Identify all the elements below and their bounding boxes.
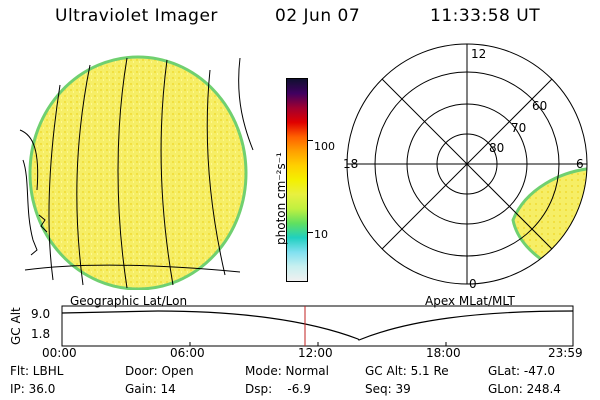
mlat-label-80: 80 — [489, 141, 504, 155]
timeline-tick-2359: 23:59 — [548, 346, 583, 360]
colorbar-tick-10: 10 — [314, 228, 328, 241]
app-title: Ultraviolet Imager — [55, 6, 218, 26]
status-flt: Flt: LBHL — [10, 364, 64, 378]
mlat-label-60: 60 — [532, 99, 547, 113]
aurora-region — [511, 166, 587, 283]
mlt-label-18: 18 — [343, 157, 358, 171]
status-gain: Gain: 14 — [125, 382, 176, 396]
earth-disk — [28, 55, 248, 290]
altitude-timeline — [61, 305, 574, 347]
status-ip: IP: 36.0 — [10, 382, 56, 396]
date-label: 02 Jun 07 — [275, 6, 361, 26]
timeline-y-max: 9.0 — [31, 307, 51, 321]
timeline-axis-label: GC Alt — [9, 307, 23, 345]
polar-grid — [346, 43, 588, 285]
colorbar-tick-100: 100 — [314, 140, 335, 153]
colorbar-tick-10-mark — [307, 232, 313, 233]
colorbar-unit-label: photon cm⁻²s⁻¹ — [274, 152, 288, 245]
colorbar — [286, 78, 308, 282]
left-panel-label: Geographic Lat/Lon — [70, 294, 188, 308]
mlat-label-70: 70 — [511, 121, 526, 135]
mlt-label-12: 12 — [471, 47, 486, 61]
status-seq: Seq: 39 — [365, 382, 411, 396]
polar-plot: 12 6 0 18 60 70 80 — [343, 43, 588, 291]
timeline-tick-0600: 06:00 — [170, 346, 205, 360]
status-mode: Mode: Normal — [245, 364, 329, 378]
status-glon: GLon: 248.4 — [488, 382, 561, 396]
status-door: Door: Open — [125, 364, 194, 378]
status-dsp: Dsp: -6.9 — [245, 382, 311, 396]
mlt-label-0: 0 — [469, 277, 477, 291]
altitude-curve — [61, 310, 574, 341]
timeline-tick-1200: 12:00 — [298, 346, 333, 360]
timeline-y-min: 1.8 — [31, 327, 51, 341]
timeline-tick-0000: 00:00 — [42, 346, 77, 360]
right-panel-label: Apex MLat/MLT — [425, 294, 515, 308]
geographic-grid — [19, 57, 254, 289]
status-gc-alt: GC Alt: 5.1 Re — [365, 364, 449, 378]
timeline-tick-1800: 18:00 — [426, 346, 461, 360]
colorbar-tick-100-mark — [307, 140, 313, 141]
geographic-image — [19, 55, 254, 290]
time-label: 11:33:58 UT — [430, 6, 541, 26]
status-glat: GLat: -47.0 — [488, 364, 555, 378]
mlt-label-6: 6 — [576, 157, 584, 171]
